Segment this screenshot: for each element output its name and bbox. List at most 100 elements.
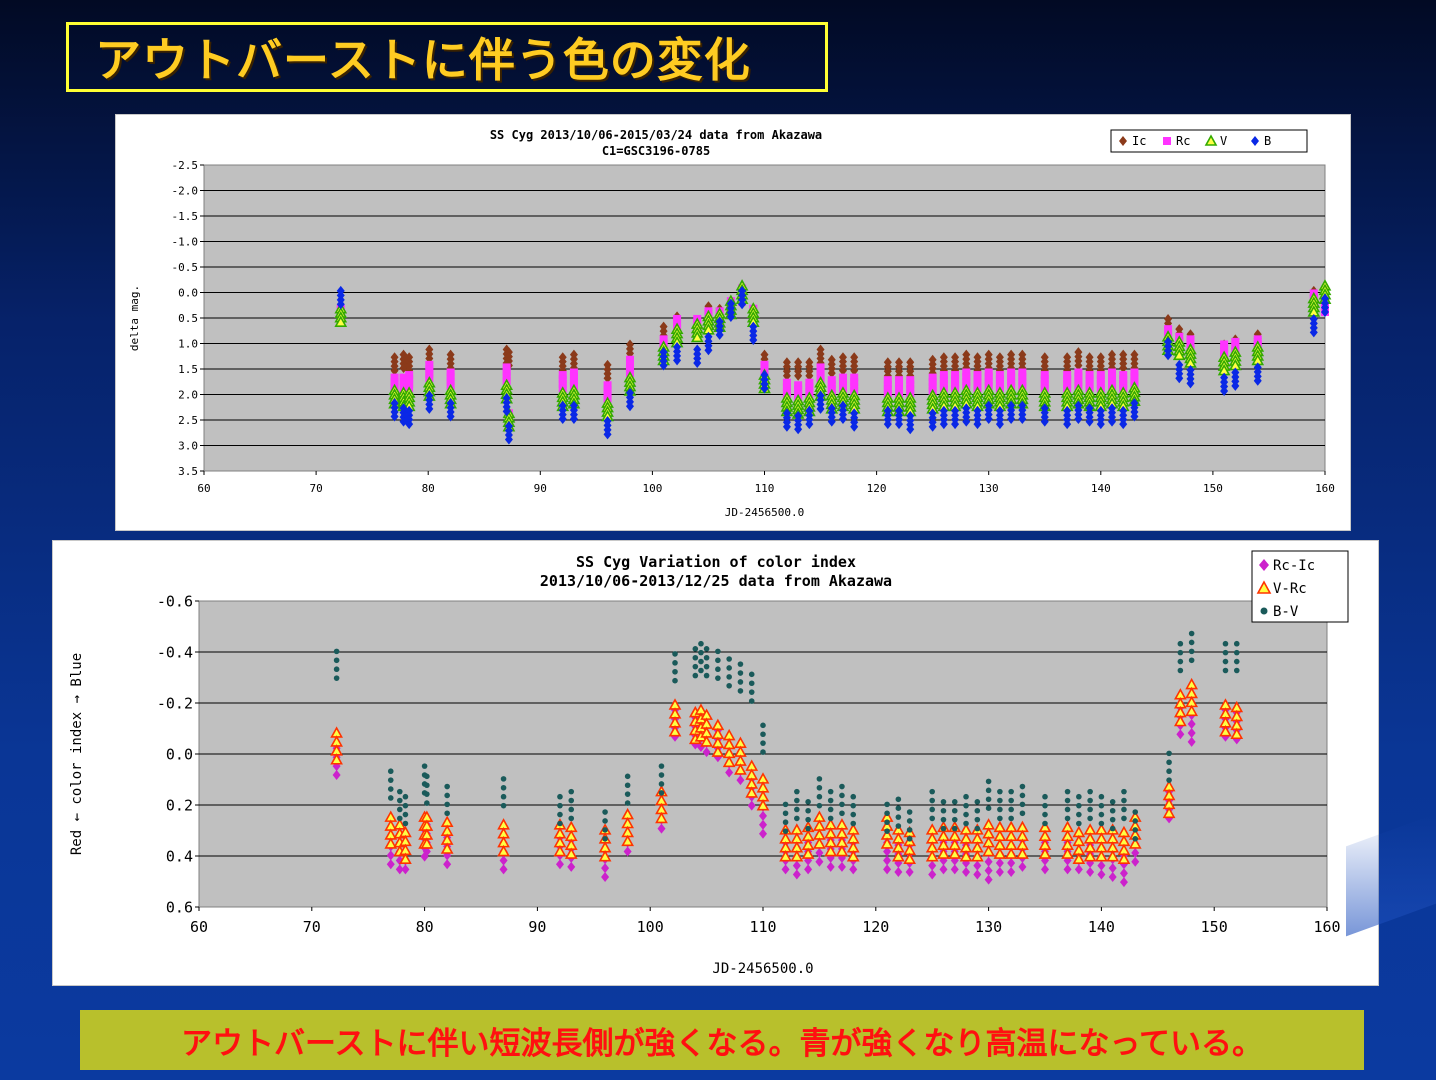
mag-point-Rc (1231, 337, 1240, 346)
ci-point-B-V (782, 828, 789, 834)
ci-point-Rc-Ic (499, 864, 508, 875)
ci-xtick-label: 140 (1088, 918, 1115, 936)
ci-point-Rc-Ic (1187, 727, 1196, 738)
mag-point-Rc (1007, 368, 1016, 377)
ci-legend-label-Rc-Ic: Rc-Ic (1273, 558, 1315, 574)
ci-point-B-V (624, 773, 631, 780)
ci-point-Rc-Ic (995, 866, 1004, 877)
ci-point-B-V (963, 793, 969, 800)
mag-point-Rc (760, 360, 769, 369)
mag-legend-marker-Rc (1163, 137, 1171, 145)
ci-point-V-Rc (1072, 852, 1086, 864)
ci-point-B-V (839, 810, 845, 817)
color-index-chart-svg: -0.6 -0.4 -0.2 0.0 0.2 0.4 0.6 60 70 80 90 100 110 12… (69, 550, 1349, 977)
ci-point-B-V (1233, 640, 1240, 647)
ci-point-B-V (444, 810, 450, 817)
mag-point-Rc (390, 378, 399, 387)
ci-point-B-V (850, 811, 857, 818)
ci-point-B-V (884, 810, 890, 817)
mag-point-B (390, 411, 399, 422)
ci-point-V-Rc (925, 849, 939, 862)
mag-point-Rc (928, 378, 937, 387)
ci-point-B-V (895, 823, 902, 829)
mag-point-Rc (390, 373, 399, 382)
ci-point-B-V (737, 670, 744, 676)
mag-point-Rc (399, 373, 408, 382)
ci-point-B-V (568, 815, 575, 822)
ci-xtick-label: 70 (303, 918, 321, 936)
ci-point-B-V (692, 654, 699, 661)
ci-point-B-V (1222, 667, 1229, 674)
mag-point-Rc (962, 368, 971, 377)
ci-point-B-V (444, 801, 450, 808)
mag-point-Ic (962, 363, 971, 374)
ci-point-B-V (782, 819, 789, 826)
mag-point-Rc (906, 376, 915, 385)
mag-point-Rc (425, 365, 434, 374)
ci-point-V-Rc (700, 735, 713, 747)
ci-point-V-Rc (330, 753, 343, 765)
mag-point-Rc (502, 372, 511, 381)
mag-legend-label-Rc: Rc (1176, 134, 1190, 148)
ci-point-B-V (1042, 802, 1048, 809)
ci-point-B-V (658, 790, 665, 796)
ci-point-Rc-Ic (815, 847, 824, 858)
mag-point-B (951, 419, 960, 430)
mag-point-B (738, 299, 747, 310)
mag-point-Rc (405, 375, 414, 384)
ci-point-V-Rc (745, 786, 759, 798)
ci-point-Rc-Ic (804, 864, 813, 875)
ci-point-B-V (1019, 783, 1026, 790)
ci-xtick-label: 60 (190, 918, 208, 936)
ci-point-B-V (748, 689, 755, 695)
ci-point-B-V (1177, 667, 1184, 674)
ci-point-B-V (424, 773, 430, 780)
ci-point-B-V (805, 816, 811, 823)
ci-point-V-Rc (1185, 704, 1198, 717)
mag-xtick-label: 110 (755, 482, 775, 495)
ci-ytick-label: 0.4 (166, 847, 193, 865)
mag-point-Ic (782, 370, 791, 381)
mag-ytick-label: 2.0 (178, 388, 198, 401)
ci-point-B-V (1177, 649, 1184, 656)
mag-point-Rc (816, 363, 825, 372)
ci-point-Rc-Ic (1176, 729, 1185, 740)
mag-point-B (1063, 419, 1072, 430)
mag-point-Rc (850, 373, 859, 382)
mag-point-Rc (1007, 377, 1016, 386)
mag-point-Rc (906, 380, 915, 389)
ci-point-B-V (794, 806, 800, 813)
ci-point-B-V (1177, 640, 1184, 647)
ci-point-V-Rc (564, 847, 578, 859)
ci-point-B-V (985, 805, 992, 811)
ci-point-Rc-Ic (962, 866, 971, 877)
mag-point-Rc (850, 382, 859, 391)
ci-point-V-Rc (948, 847, 962, 859)
slide-title: アウトバーストに伴う色の変化 (66, 22, 828, 92)
mag-point-Rc (928, 373, 937, 382)
ci-point-V-Rc (813, 837, 826, 849)
mag-ylabel: delta mag. (128, 285, 141, 351)
mag-point-Rc (1220, 340, 1229, 349)
ci-point-B-V (794, 797, 800, 804)
ci-point-B-V (737, 661, 744, 667)
ci-point-B-V (726, 665, 732, 671)
ci-point-B-V (424, 791, 430, 797)
ci-point-B-V (906, 818, 913, 824)
mag-point-Rc (1096, 371, 1105, 380)
mag-xlabel: JD-2456500.0 (725, 506, 804, 519)
ci-point-B-V (951, 816, 958, 823)
ci-point-B-V (1008, 815, 1014, 822)
mag-point-B (962, 416, 971, 427)
mag-ytick-label: 1.0 (178, 337, 198, 350)
mag-point-B (504, 434, 513, 445)
mag-point-Rc (794, 385, 803, 394)
ci-point-Rc-Ic (1108, 872, 1117, 883)
ci-point-B-V (760, 740, 766, 746)
mag-point-B (760, 383, 769, 394)
ci-point-V-Rc (756, 798, 770, 811)
ci-point-Rc-Ic (1086, 866, 1095, 877)
mag-point-Rc (1040, 379, 1049, 388)
ci-point-B-V (760, 731, 766, 738)
ci-xtick-label: 150 (1201, 918, 1228, 936)
